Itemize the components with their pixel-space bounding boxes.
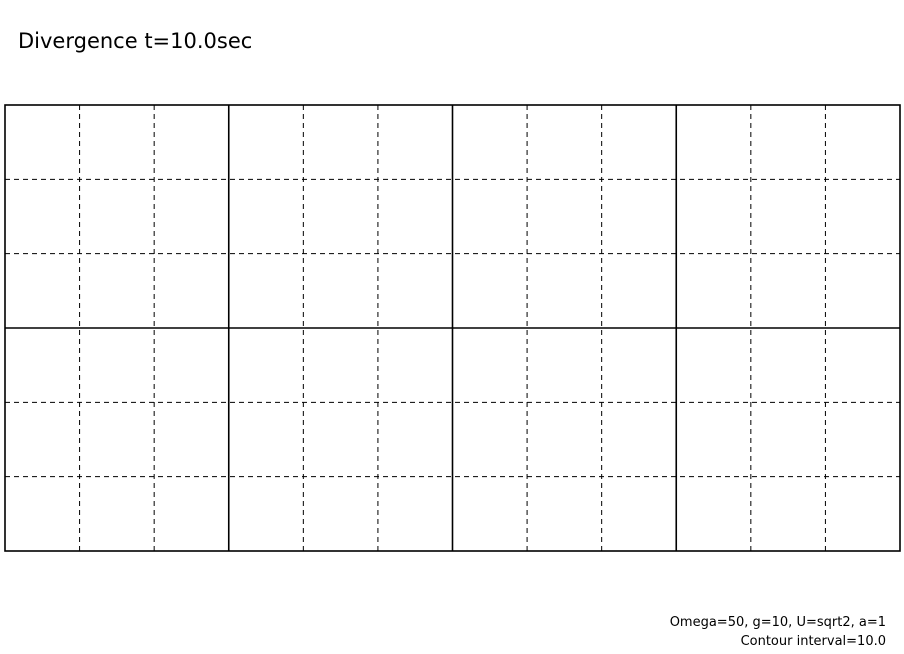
contour-interval-note: Contour interval=10.0 [741,634,886,649]
parameter-note: Omega=50, g=10, U=sqrt2, a=1 [670,615,886,630]
plot-frame [4,104,901,552]
grid [5,105,900,551]
chart-title: Divergence t=10.0sec [18,29,252,53]
